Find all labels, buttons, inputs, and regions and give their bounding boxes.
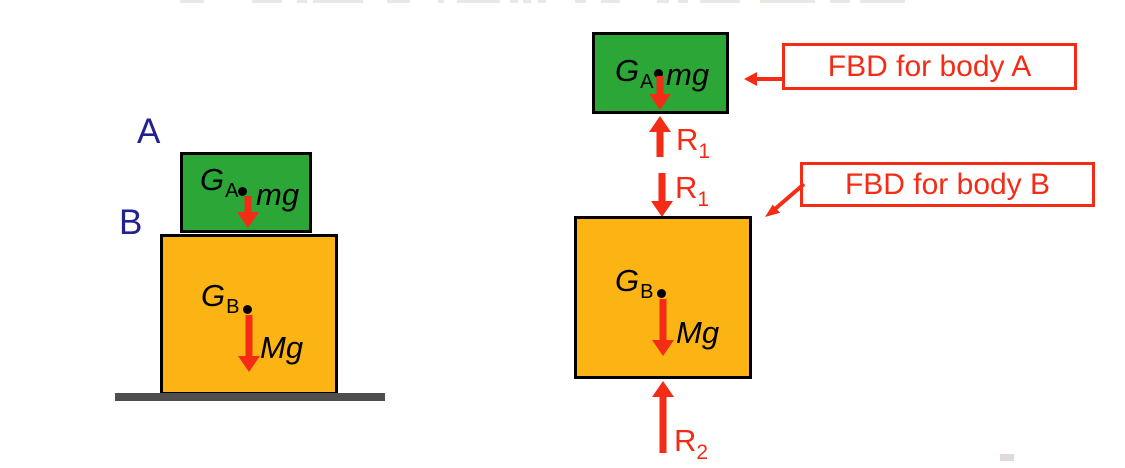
cropped-title-fragment [313, 0, 363, 3]
fbd-a-reaction-up-arrow [649, 116, 671, 157]
stack-block-a-weight-label: mg [256, 177, 300, 212]
fbd-b-callout-text: FBD for body B [844, 167, 1051, 201]
fbd-b-callout-box: FBD for body B [800, 162, 1095, 207]
fbd-b-support-reaction-arrow [652, 381, 674, 453]
fbd-b-incoming-reaction-arrow [651, 173, 673, 217]
fbd-a-weight-label: mg [666, 57, 710, 92]
fbd-a-callout-box: FBD for body A [782, 43, 1077, 90]
cropped-title-fragment [438, 0, 444, 3]
fbd-a-callout-arrow [744, 72, 783, 87]
stack-block-b-cg-label: GB [201, 278, 240, 318]
stack-block-b-weight-label: Mg [260, 330, 304, 365]
fbd-a-weight-arrow [649, 76, 671, 110]
cropped-title-fragment [860, 0, 905, 3]
body-b-label: B [119, 203, 143, 242]
cropped-title-fragment [830, 0, 850, 3]
stack-block-b-weight-arrow [238, 315, 260, 372]
cropped-title-fragment [523, 0, 531, 3]
fbd-b-weight-arrow [652, 299, 674, 356]
fbd-a-cg-dot [654, 69, 663, 78]
fbd-a-callout-text: FBD for body A [827, 49, 1032, 83]
fbd-b-cg-label: GB [615, 263, 654, 303]
stack-block-a-cg-dot [238, 187, 247, 196]
body-a-label: A [137, 112, 161, 151]
cropped-title-fragment [538, 0, 546, 3]
fbd-b-cg-dot [657, 289, 666, 298]
cropped-title-fragment [457, 0, 500, 3]
cropped-title-fragment [760, 0, 815, 3]
fbd-b-support-reaction-label: R2 [674, 423, 709, 464]
fbd-b-callout-arrow [765, 182, 806, 217]
cropped-title-fragment [657, 0, 669, 3]
fbd-b-weight-label: Mg [676, 315, 720, 350]
ground-surface [115, 393, 385, 401]
cropped-title-fragment [387, 0, 410, 3]
cropped-title-fragment [252, 0, 282, 3]
stack-block-a-cg-label: GA [200, 162, 239, 202]
cropped-title-fragment [180, 0, 204, 3]
cropped-title-fragment [678, 0, 688, 3]
fbd-a-reaction-label: R1 [676, 122, 711, 163]
cropped-title-fragment [297, 0, 307, 3]
cropped-title-fragment [575, 0, 586, 3]
stack-block-b-cg-dot [243, 305, 252, 314]
bottom-right-artifact [1000, 454, 1014, 461]
fbd-a-cg-label: GA [615, 53, 654, 93]
stack-block-a-weight-arrow [237, 196, 259, 228]
cropped-title-fragment [601, 0, 620, 3]
cropped-title-fragment [510, 0, 518, 3]
fbd-b-incoming-reaction-label: R1 [675, 170, 710, 211]
cropped-title-fragment [700, 0, 740, 3]
